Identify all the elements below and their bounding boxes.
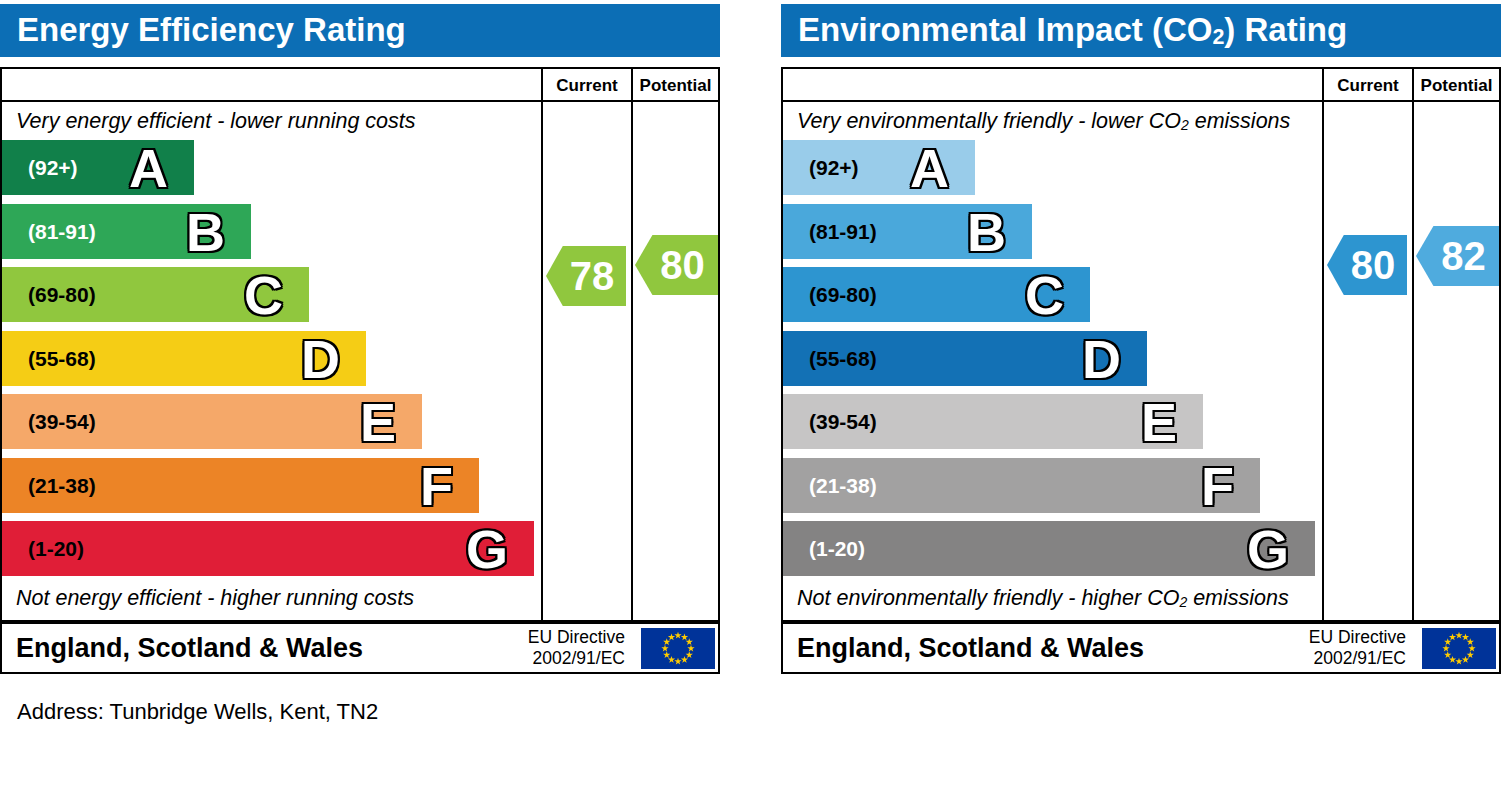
band-f-range: (21-38): [809, 474, 877, 498]
band-g: (1-20) G: [783, 521, 1315, 576]
band-d-range: (55-68): [28, 347, 96, 371]
band-d-letter: D: [1082, 332, 1121, 386]
band-c: (69-80) C: [2, 267, 309, 322]
band-c: (69-80) C: [783, 267, 1090, 322]
band-f-range: (21-38): [28, 474, 96, 498]
band-e: (39-54) E: [2, 394, 422, 449]
band-d: (55-68) D: [2, 331, 366, 386]
potential-column-header: Potential: [633, 69, 718, 102]
band-a-range: (92+): [809, 156, 859, 180]
top-note: Very energy efficient - lower running co…: [16, 109, 416, 134]
eu-directive-label: EU Directive 2002/91/EC: [1309, 627, 1406, 668]
band-e: (39-54) E: [783, 394, 1203, 449]
band-a-letter: A: [910, 141, 949, 195]
panel-title-subscript: 2: [1212, 25, 1224, 49]
eu-flag-icon: [1422, 628, 1496, 669]
band-g-range: (1-20): [28, 537, 84, 561]
environmental-impact-panel: Environmental Impact (CO2) Rating Curren…: [781, 4, 1501, 676]
band-a: (92+) A: [783, 140, 975, 195]
band-a-range: (92+): [28, 156, 78, 180]
top-note: Very environmentally friendly - lower CO…: [797, 109, 1290, 134]
band-e-letter: E: [1141, 395, 1177, 449]
band-g-letter: G: [466, 522, 508, 576]
band-e-letter: E: [360, 395, 396, 449]
region-label: England, Scotland & Wales: [16, 633, 363, 664]
current-rating-arrow: 80: [1327, 235, 1407, 295]
band-b: (81-91) B: [783, 204, 1032, 259]
eu-directive-line2: 2002/91/EC: [1309, 648, 1406, 669]
band-b: (81-91) B: [2, 204, 251, 259]
eu-directive-line1: EU Directive: [1309, 627, 1406, 648]
energy-panel-header: Energy Efficiency Rating: [0, 4, 720, 57]
environmental-bands-chart: Very environmentally friendly - lower CO…: [783, 104, 1322, 620]
band-e-range: (39-54): [28, 410, 96, 434]
potential-column-divider: [631, 69, 633, 620]
bottom-note: Not energy efficient - higher running co…: [16, 586, 414, 611]
panel-title: Energy Efficiency Rating: [17, 11, 406, 48]
band-e-range: (39-54): [809, 410, 877, 434]
band-d-letter: D: [301, 332, 340, 386]
band-g: (1-20) G: [2, 521, 534, 576]
environmental-panel-header: Environmental Impact (CO2) Rating: [781, 4, 1501, 57]
energy-bands-chart: Very energy efficient - lower running co…: [2, 104, 541, 620]
bottom-note: Not environmentally friendly - higher CO…: [797, 586, 1289, 611]
current-rating-arrow: 78: [546, 246, 626, 306]
band-d: (55-68) D: [783, 331, 1147, 386]
band-g-letter: G: [1247, 522, 1289, 576]
band-f-letter: F: [420, 459, 453, 513]
eu-directive-line2: 2002/91/EC: [528, 648, 625, 669]
band-b-range: (81-91): [809, 220, 877, 244]
energy-efficiency-panel: Energy Efficiency Rating Current Potenti…: [0, 4, 720, 676]
band-c-range: (69-80): [28, 283, 96, 307]
environmental-rating-table: Current Potential Very environmentally f…: [781, 67, 1501, 622]
potential-rating-arrow: 82: [1416, 226, 1499, 286]
band-f: (21-38) F: [783, 458, 1260, 513]
current-column-divider: [1322, 69, 1324, 620]
band-b-letter: B: [186, 205, 225, 259]
current-column-divider: [541, 69, 543, 620]
current-column-header: Current: [1324, 69, 1412, 102]
energy-panel-footer: England, Scotland & Wales EU Directive 2…: [0, 622, 720, 674]
eu-flag-icon: [641, 628, 715, 669]
band-c-letter: C: [1025, 268, 1064, 322]
energy-rating-table: Current Potential Very energy efficient …: [0, 67, 720, 622]
band-d-range: (55-68): [809, 347, 877, 371]
panel-title: Environmental Impact (CO: [798, 11, 1212, 48]
region-label: England, Scotland & Wales: [797, 633, 1144, 664]
current-column-header: Current: [543, 69, 631, 102]
address-line: Address: Tunbridge Wells, Kent, TN2: [17, 699, 378, 725]
eu-directive-label: EU Directive 2002/91/EC: [528, 627, 625, 668]
band-b-range: (81-91): [28, 220, 96, 244]
potential-rating-arrow: 80: [635, 235, 718, 295]
band-c-range: (69-80): [809, 283, 877, 307]
eu-directive-line1: EU Directive: [528, 627, 625, 648]
panel-title-suffix: ) Rating: [1224, 11, 1347, 48]
band-a: (92+) A: [2, 140, 194, 195]
band-b-letter: B: [967, 205, 1006, 259]
band-a-letter: A: [129, 141, 168, 195]
band-f: (21-38) F: [2, 458, 479, 513]
band-f-letter: F: [1201, 459, 1234, 513]
potential-column-header: Potential: [1414, 69, 1499, 102]
band-g-range: (1-20): [809, 537, 865, 561]
band-c-letter: C: [244, 268, 283, 322]
environmental-panel-footer: England, Scotland & Wales EU Directive 2…: [781, 622, 1501, 674]
potential-column-divider: [1412, 69, 1414, 620]
